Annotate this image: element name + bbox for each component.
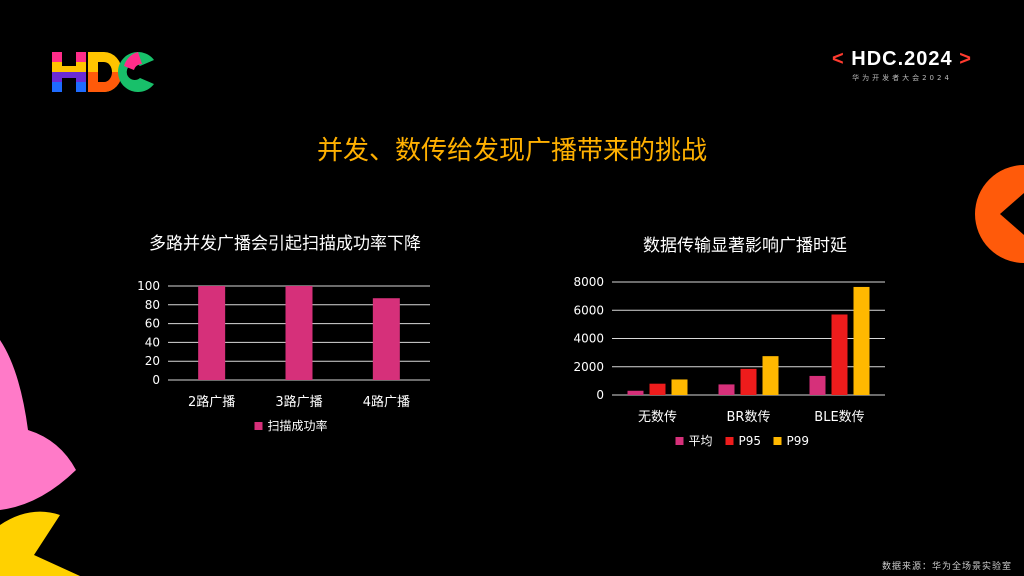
- yellow-shape-decoration: [0, 511, 80, 576]
- hdc-logo: [52, 52, 154, 92]
- pink-shape-decoration: [0, 340, 76, 510]
- legend-swatch: [773, 437, 782, 445]
- chart1-title: 多路并发广播会引起扫描成功率下降: [149, 234, 421, 254]
- bar: [285, 286, 313, 380]
- badge-right-bracket: >: [959, 48, 972, 70]
- bar: [740, 368, 757, 395]
- legend-label: P95: [739, 434, 762, 448]
- y-tick-label: 0: [152, 373, 160, 387]
- legend-label: 扫描成功率: [268, 418, 328, 433]
- data-source-note: 数据来源：华为全场景实验室: [881, 562, 1012, 572]
- y-tick-label: 0: [596, 388, 604, 402]
- bar: [649, 383, 666, 395]
- bar: [853, 286, 870, 395]
- slide-title: 并发、数传给发现广播带来的挑战: [316, 136, 707, 166]
- y-tick-label: 60: [145, 317, 160, 331]
- conference-name: HDC.2024: [851, 48, 953, 70]
- x-tick-label: BLE数传: [814, 410, 864, 425]
- orange-shape-decoration: [975, 165, 1024, 263]
- x-tick-label: 3路广播: [275, 394, 322, 410]
- bar: [198, 286, 226, 380]
- bar: [762, 356, 779, 395]
- y-tick-label: 100: [137, 279, 160, 293]
- bar: [831, 314, 848, 395]
- conference-badge: < HDC.2024 > 华为开发者大会2024: [832, 48, 972, 83]
- legend-swatch: [254, 422, 263, 430]
- y-tick-label: 4000: [573, 332, 604, 346]
- legend-label: P99: [787, 434, 810, 448]
- y-tick-label: 8000: [573, 275, 604, 289]
- badge-left-bracket: <: [832, 48, 845, 70]
- bar: [627, 390, 644, 395]
- x-tick-label: 2路广播: [188, 394, 235, 410]
- x-tick-label: BR数传: [727, 410, 771, 425]
- y-tick-label: 2000: [573, 360, 604, 374]
- legend-swatch: [725, 437, 734, 445]
- legend-label: 平均: [689, 434, 713, 448]
- x-tick-label: 4路广播: [363, 394, 410, 410]
- y-tick-label: 6000: [573, 303, 604, 317]
- y-tick-label: 20: [145, 354, 160, 368]
- y-tick-label: 80: [145, 298, 160, 312]
- chart2-title: 数据传输显著影响广播时延: [643, 236, 847, 256]
- bar: [372, 298, 400, 380]
- bar: [718, 384, 735, 395]
- x-tick-label: 无数传: [638, 410, 677, 425]
- conference-subtitle: 华为开发者大会2024: [852, 74, 952, 82]
- legend-swatch: [675, 437, 684, 445]
- y-tick-label: 40: [145, 335, 160, 349]
- bar: [809, 375, 826, 395]
- bar: [671, 379, 688, 395]
